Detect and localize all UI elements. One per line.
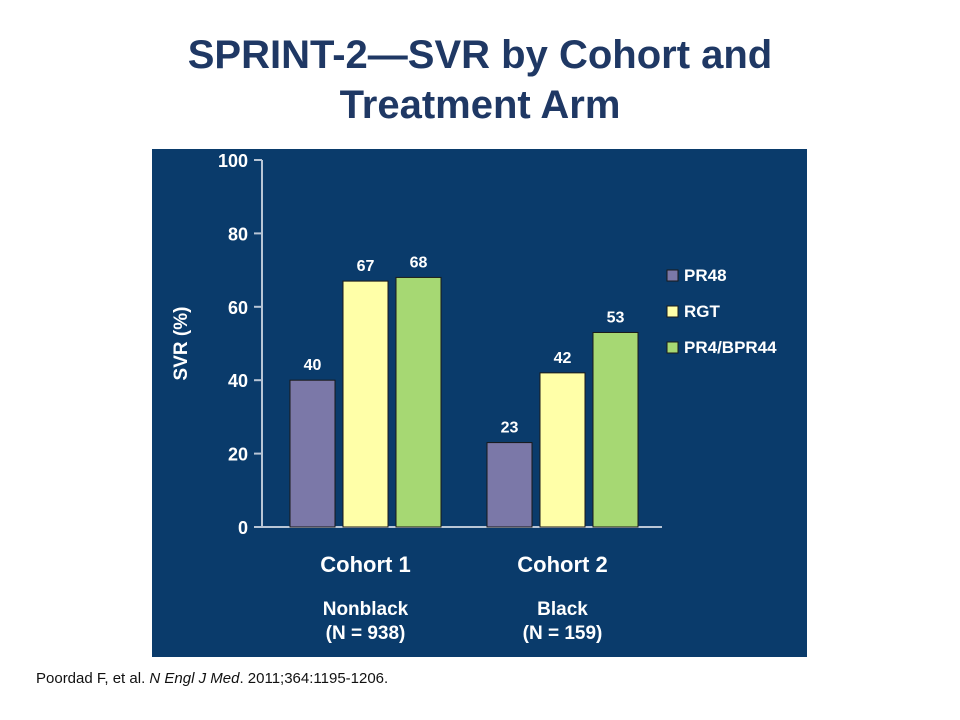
y-tick-label: 100 [218, 151, 248, 171]
legend-label: PR48 [684, 266, 727, 285]
legend-label: RGT [684, 302, 721, 321]
chart-panel: 0 20 40 60 80 100 SVR (%) 40 67 68 Cohort 1 Nonblac… [152, 149, 807, 657]
x-category-sublabel: (N = 938) [326, 623, 406, 644]
legend-swatch [666, 305, 679, 318]
bar-value-label: 40 [304, 357, 322, 374]
y-tick-label: 40 [228, 371, 248, 391]
legend-label: PR4/BPR44 [684, 338, 777, 357]
y-tick-label: 80 [228, 224, 248, 244]
y-tick-label: 0 [238, 518, 248, 538]
bar [289, 379, 336, 528]
bar [592, 331, 639, 528]
bar [395, 276, 442, 528]
y-axis-title: SVR (%) [171, 307, 192, 381]
x-category-label: Cohort 2 [517, 552, 607, 577]
y-tick-label: 60 [228, 298, 248, 318]
bar [486, 442, 533, 528]
bar-value-label: 67 [357, 258, 375, 275]
slide-title-line-2: Treatment Arm [339, 83, 621, 127]
bar [539, 372, 586, 528]
bar-chart: 0 20 40 60 80 100 SVR (%) 40 67 68 Cohort 1 Nonblac… [171, 151, 777, 644]
slide-title: SPRINT-2—SVR by Cohort and Treatment Arm [0, 30, 960, 130]
y-tick-label: 20 [228, 445, 248, 465]
x-category-label: Cohort 1 [320, 552, 410, 577]
citation-authors: Poordad F, et al. [36, 670, 150, 687]
bar-value-label: 23 [501, 420, 519, 437]
bar-value-label: 53 [607, 309, 625, 326]
bar-value-label: 68 [410, 254, 428, 271]
x-category-sublabel: (N = 159) [523, 623, 603, 644]
slide-title-line-1: SPRINT-2—SVR by Cohort and [187, 33, 773, 77]
x-category-sublabel: Black [537, 599, 588, 620]
citation: Poordad F, et al. N Engl J Med. 2011;364… [36, 670, 388, 687]
citation-details: . 2011;364:1195-1206. [239, 670, 389, 687]
citation-journal: N Engl J Med [149, 670, 240, 687]
legend-swatch [666, 341, 679, 354]
legend-swatch [666, 269, 679, 282]
x-category-sublabel: Nonblack [323, 599, 409, 620]
bar [342, 280, 389, 528]
bar-value-label: 42 [554, 350, 572, 367]
